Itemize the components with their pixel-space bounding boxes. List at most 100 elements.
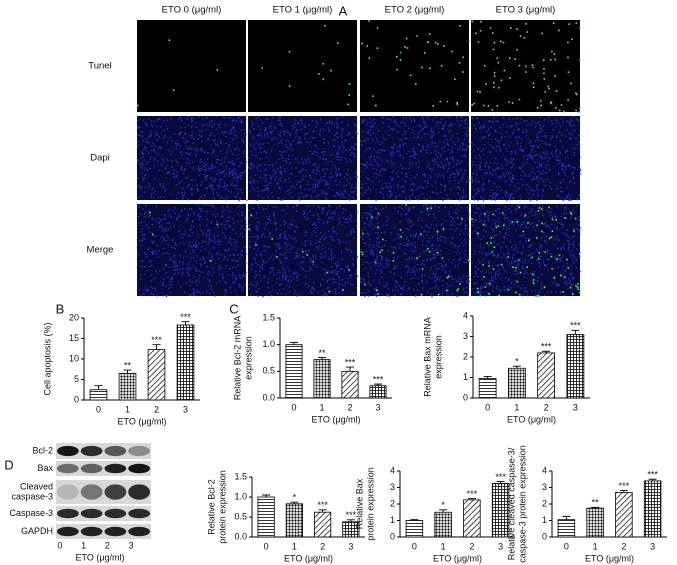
y-axis-label: expression xyxy=(243,336,253,380)
y-tick-label: 4 xyxy=(463,310,468,320)
bar xyxy=(405,520,424,538)
x-tick-label: 3 xyxy=(348,541,353,551)
error-bar xyxy=(290,342,298,345)
bar xyxy=(176,324,195,401)
blot-strip xyxy=(56,506,151,521)
blot-strip xyxy=(56,524,151,539)
row-label: Dapi xyxy=(90,153,110,164)
x-tick-label: 1 xyxy=(292,541,297,551)
tunel-spots xyxy=(471,206,582,298)
y-tick-label: 0.0 xyxy=(234,531,247,541)
y-tick-label: 0 xyxy=(74,394,79,404)
bar xyxy=(557,519,576,538)
y-tick-label: 3 xyxy=(463,331,468,341)
significance: ** xyxy=(124,360,132,370)
nuclei xyxy=(248,116,358,202)
blot-band xyxy=(128,526,150,537)
micrograph xyxy=(248,20,357,112)
y-tick-label: 1 xyxy=(390,515,395,525)
x-tick-label: 2 xyxy=(347,402,352,412)
y-axis-label: protein expression xyxy=(217,470,227,544)
micrograph xyxy=(137,116,246,200)
error-bar xyxy=(346,366,354,372)
column-header: ETO 1 (μg/ml) xyxy=(273,5,333,16)
error-bar xyxy=(562,515,571,520)
x-tick-label: 0 xyxy=(291,402,296,412)
blot-band xyxy=(104,484,127,500)
bar xyxy=(313,359,331,399)
error-bar xyxy=(318,357,326,360)
blot-band xyxy=(128,508,150,519)
blot-band xyxy=(128,463,150,474)
tunel-spots xyxy=(471,20,581,114)
nuclei xyxy=(137,204,247,298)
micrograph xyxy=(360,20,469,112)
significance: ** xyxy=(592,498,600,508)
error-bar xyxy=(591,506,600,509)
x-tick-label: 3 xyxy=(375,402,380,412)
y-tick-label: 1.0 xyxy=(262,339,275,349)
significance: * xyxy=(515,357,519,367)
significance: *** xyxy=(151,335,162,345)
blot-strip xyxy=(56,443,151,459)
significance: *** xyxy=(495,472,506,482)
y-axis-label: protein expression xyxy=(365,467,375,541)
x-tick-label: 0 xyxy=(96,404,101,414)
bar xyxy=(507,367,526,399)
error-bar xyxy=(374,383,382,386)
y-axis-label: Relative Bax xyxy=(354,478,364,529)
y-tick-label: 15 xyxy=(69,333,79,343)
x-tick-label: 0 xyxy=(564,541,569,551)
error-bar xyxy=(152,344,161,350)
error-bar xyxy=(571,329,580,335)
y-tick-label: 2 xyxy=(390,498,395,508)
y-tick-label: 0 xyxy=(390,531,395,541)
error-bar xyxy=(410,519,419,521)
row-label: Tunel xyxy=(88,61,111,72)
panel-label: D xyxy=(4,457,13,472)
micrograph xyxy=(360,204,469,296)
column-header: ETO 2 (μg/ml) xyxy=(385,5,445,16)
blot-band xyxy=(57,508,79,519)
nuclei xyxy=(137,116,248,202)
x-tick-label: 1 xyxy=(81,540,86,550)
significance: * xyxy=(293,493,297,503)
y-axis-label: Relative Bcl-2 xyxy=(206,479,216,535)
bar xyxy=(463,499,481,538)
significance: *** xyxy=(541,342,552,352)
y-axis-label: expression xyxy=(433,335,443,379)
x-axis-label: ETO (μg/ml) xyxy=(75,552,124,562)
x-tick-label: 3 xyxy=(498,541,503,551)
x-tick-label: 2 xyxy=(154,404,159,414)
y-axis-label: Relative cleaved caspase-3/ xyxy=(506,447,516,560)
x-tick-label: 2 xyxy=(621,541,626,551)
column-header: ETO 0 (μg/ml) xyxy=(162,5,222,16)
column-header: ETO 3 (μg/ml) xyxy=(496,5,556,16)
blot-band xyxy=(80,445,103,457)
x-axis-label: ETO (μg/ml) xyxy=(284,553,333,563)
bar xyxy=(615,492,633,538)
micrograph xyxy=(137,20,246,112)
significance: *** xyxy=(619,481,630,491)
bar xyxy=(537,352,556,399)
bar xyxy=(147,349,166,401)
bar xyxy=(257,496,275,538)
error-bar xyxy=(262,494,271,497)
significance: *** xyxy=(373,375,384,385)
error-bar xyxy=(346,519,355,522)
y-tick-label: 10 xyxy=(69,353,79,363)
x-tick-label: 3 xyxy=(573,402,578,412)
x-tick-label: 3 xyxy=(183,404,188,414)
bar xyxy=(285,344,303,399)
blot-band xyxy=(104,463,127,474)
error-bar xyxy=(542,350,551,353)
x-tick-label: 0 xyxy=(485,402,490,412)
y-tick-label: 1 xyxy=(542,515,547,525)
blot-band xyxy=(128,445,150,457)
y-axis-label: Relative Bcl-2 mRNA xyxy=(232,316,242,401)
y-axis-label: Relative Bax mRNA xyxy=(422,317,432,397)
significance: *** xyxy=(570,321,581,331)
x-axis-label: ETO (μg/ml) xyxy=(311,414,360,424)
